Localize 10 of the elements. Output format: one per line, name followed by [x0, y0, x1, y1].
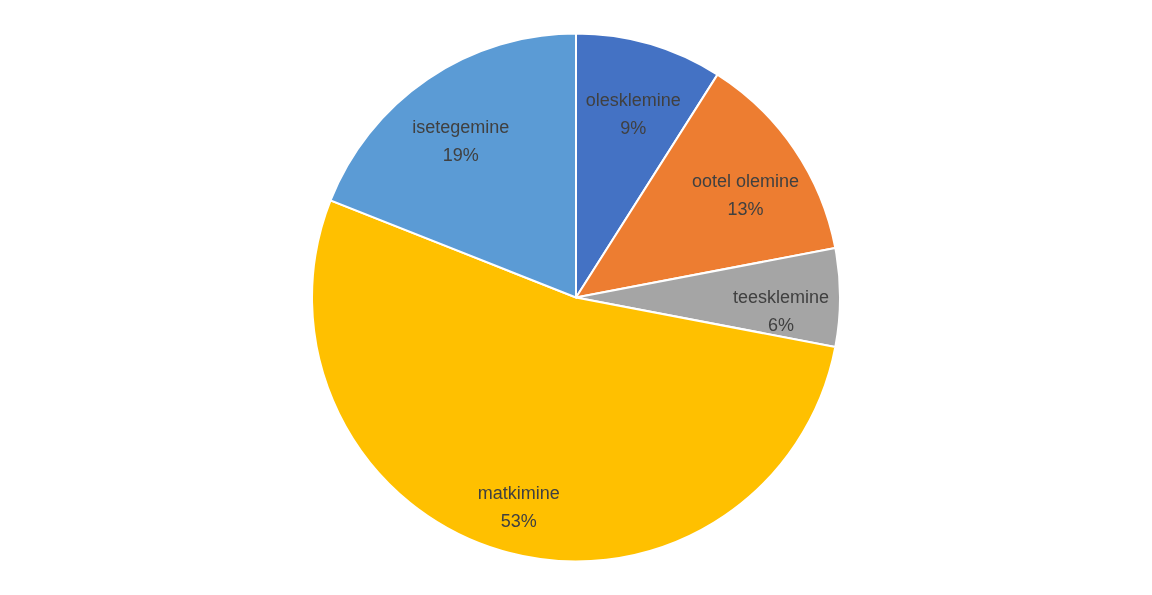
data-label: 13% [727, 199, 764, 220]
data-label: 6% [767, 314, 795, 335]
slice-label: teesklemine [732, 286, 830, 307]
slice-label: ootel olemine [692, 171, 800, 192]
slice-label: matkimine [477, 483, 560, 504]
slice-label: olesklemine [585, 89, 681, 110]
data-label: 9% [620, 117, 647, 138]
data-label: 53% [500, 511, 537, 532]
data-label: 19% [442, 144, 479, 165]
slice-label: isetegemine [412, 116, 510, 137]
